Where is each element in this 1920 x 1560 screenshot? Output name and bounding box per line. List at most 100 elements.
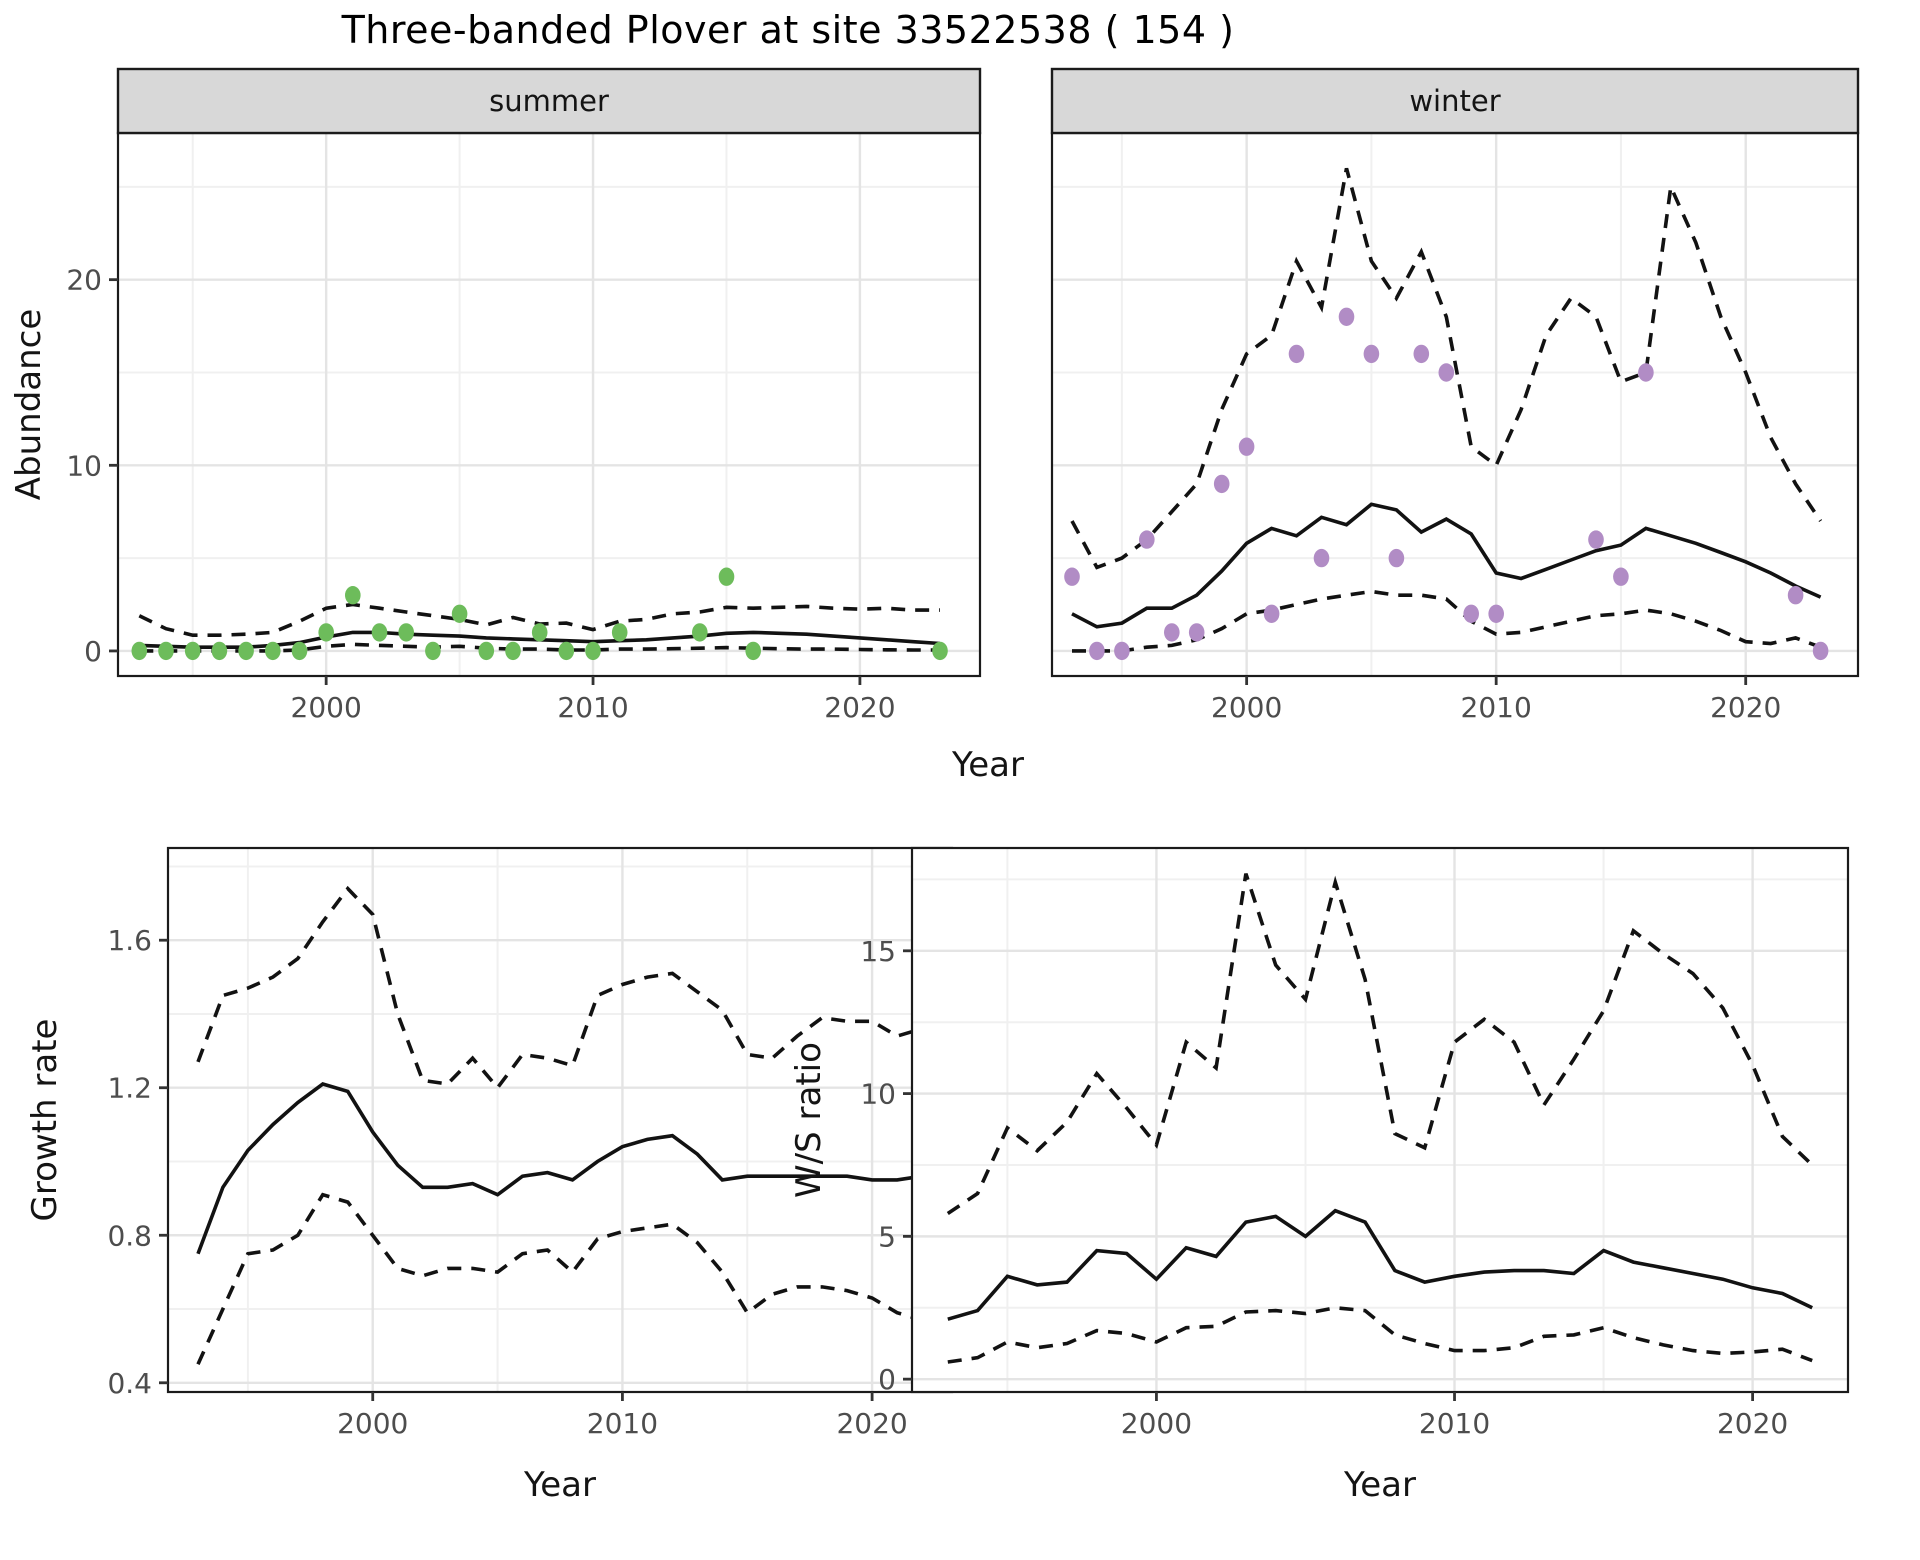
data-point (1438, 363, 1455, 382)
panel-ws-ratio: 2000 2010 2020 0 5 10 15 (860, 846, 1850, 1440)
data-point (1338, 307, 1355, 326)
data-point (1413, 344, 1430, 364)
facet-strip-label: summer (489, 84, 609, 118)
panel-growth-rate: 2000 2010 2020 0.4 0.8 1.2 1.6 (107, 846, 954, 1440)
data-point (1213, 474, 1230, 494)
data-point (318, 623, 335, 642)
panel-background (118, 133, 980, 676)
y-tick-label: 0 (84, 635, 102, 668)
data-point (158, 641, 174, 661)
ci-upper-line (196, 885, 923, 1091)
x-tick-label: 2010 (557, 691, 628, 724)
y-tick-label: 0 (878, 1363, 896, 1396)
panel-background (1052, 133, 1858, 676)
data-point (1313, 548, 1330, 568)
data-point (558, 641, 575, 661)
y-tick-label: 10 (66, 449, 102, 482)
data-point (1064, 567, 1080, 586)
gridlines-major (912, 848, 1848, 1392)
y-tick-label: 5 (878, 1220, 896, 1253)
data-point (1588, 530, 1604, 549)
ci-upper-line (946, 873, 1814, 1215)
data-point (184, 641, 201, 661)
panel-abundance-summer: summer 2000 2010 2020 0 10 20 (66, 67, 982, 724)
data-point (291, 641, 308, 661)
data-point (1638, 363, 1654, 382)
data-point (932, 641, 948, 661)
data-point (505, 641, 521, 661)
y-tick-label: 20 (66, 264, 102, 297)
facet-strip-winter (1050, 67, 1860, 135)
data-point (1164, 623, 1180, 642)
x-axis: 2000 2010 2020 (291, 676, 896, 724)
gridlines-minor (168, 848, 952, 1392)
panel-border (910, 846, 1850, 1394)
data-point (425, 641, 441, 661)
data-point (1812, 641, 1829, 661)
y-axis-title-abundance: Abundance (9, 309, 49, 501)
gridlines-major (1052, 133, 1858, 676)
data-point (1363, 344, 1380, 364)
x-axis: 2000 2010 2020 (337, 1392, 908, 1440)
data-point (611, 623, 628, 642)
gridlines-minor (912, 848, 1848, 1392)
data-point (398, 623, 415, 642)
data-point (745, 641, 761, 661)
data-point (345, 586, 361, 605)
facet-strip-summer (116, 67, 982, 135)
x-tick-label: 2020 (824, 691, 895, 724)
y-axis-title-growth: Growth rate (25, 1019, 65, 1222)
facet-strip-label: winter (1409, 84, 1500, 118)
ci-lower-line (947, 1305, 1813, 1364)
data-point (478, 641, 495, 661)
data-point (1787, 586, 1804, 605)
data-point (1288, 344, 1305, 364)
x-tick-label: 2020 (836, 1407, 907, 1440)
y-axis: 0 5 10 15 (860, 935, 912, 1396)
y-tick-label: 10 (860, 1078, 896, 1111)
gridlines-minor (118, 133, 980, 676)
y-axis: 0.4 0.8 1.2 1.6 (107, 924, 168, 1400)
x-axis-title-top: Year (951, 745, 1024, 785)
data-point (131, 641, 148, 661)
median-line (196, 1082, 923, 1255)
chart-title: Three-banded Plover at site 33522538 ( 1… (341, 8, 1235, 52)
gridlines-minor (1052, 133, 1858, 676)
x-tick-label: 2010 (1461, 691, 1532, 724)
gridlines-major (168, 848, 952, 1392)
data-point (718, 567, 735, 586)
x-axis: 2000 2010 2020 (1211, 676, 1781, 724)
x-tick-label: 2000 (291, 691, 362, 724)
y-tick-label: 0.8 (107, 1219, 152, 1252)
data-point (1139, 530, 1155, 549)
x-tick-label: 2010 (1419, 1407, 1490, 1440)
panel-abundance-winter: winter 2000 2010 2020 (1050, 67, 1860, 724)
data-point (692, 623, 708, 642)
data-point (1263, 604, 1280, 623)
y-tick-label: 0.4 (107, 1367, 152, 1400)
data-point (211, 641, 228, 661)
data-point (531, 623, 548, 642)
data-point (238, 641, 254, 661)
data-point (1488, 604, 1504, 623)
y-tick-label: 1.2 (107, 1072, 152, 1105)
x-tick-label: 2010 (587, 1407, 658, 1440)
median-line (947, 1208, 1813, 1321)
y-axis-title-ws: W/S ratio (789, 1042, 829, 1198)
data-point (1463, 604, 1479, 623)
ci-lower-line (196, 1192, 923, 1366)
median-line (1071, 502, 1822, 629)
data-points (131, 567, 948, 661)
data-point (1238, 437, 1255, 456)
x-tick-label: 2020 (1710, 691, 1781, 724)
x-axis-title-ws: Year (1343, 1465, 1416, 1505)
y-tick-label: 1.6 (107, 924, 152, 957)
x-tick-label: 2000 (1121, 1407, 1192, 1440)
data-point (265, 641, 281, 661)
data-point (1114, 641, 1130, 661)
data-point (1613, 567, 1629, 586)
data-point (1188, 623, 1205, 642)
panel-background (912, 848, 1848, 1392)
